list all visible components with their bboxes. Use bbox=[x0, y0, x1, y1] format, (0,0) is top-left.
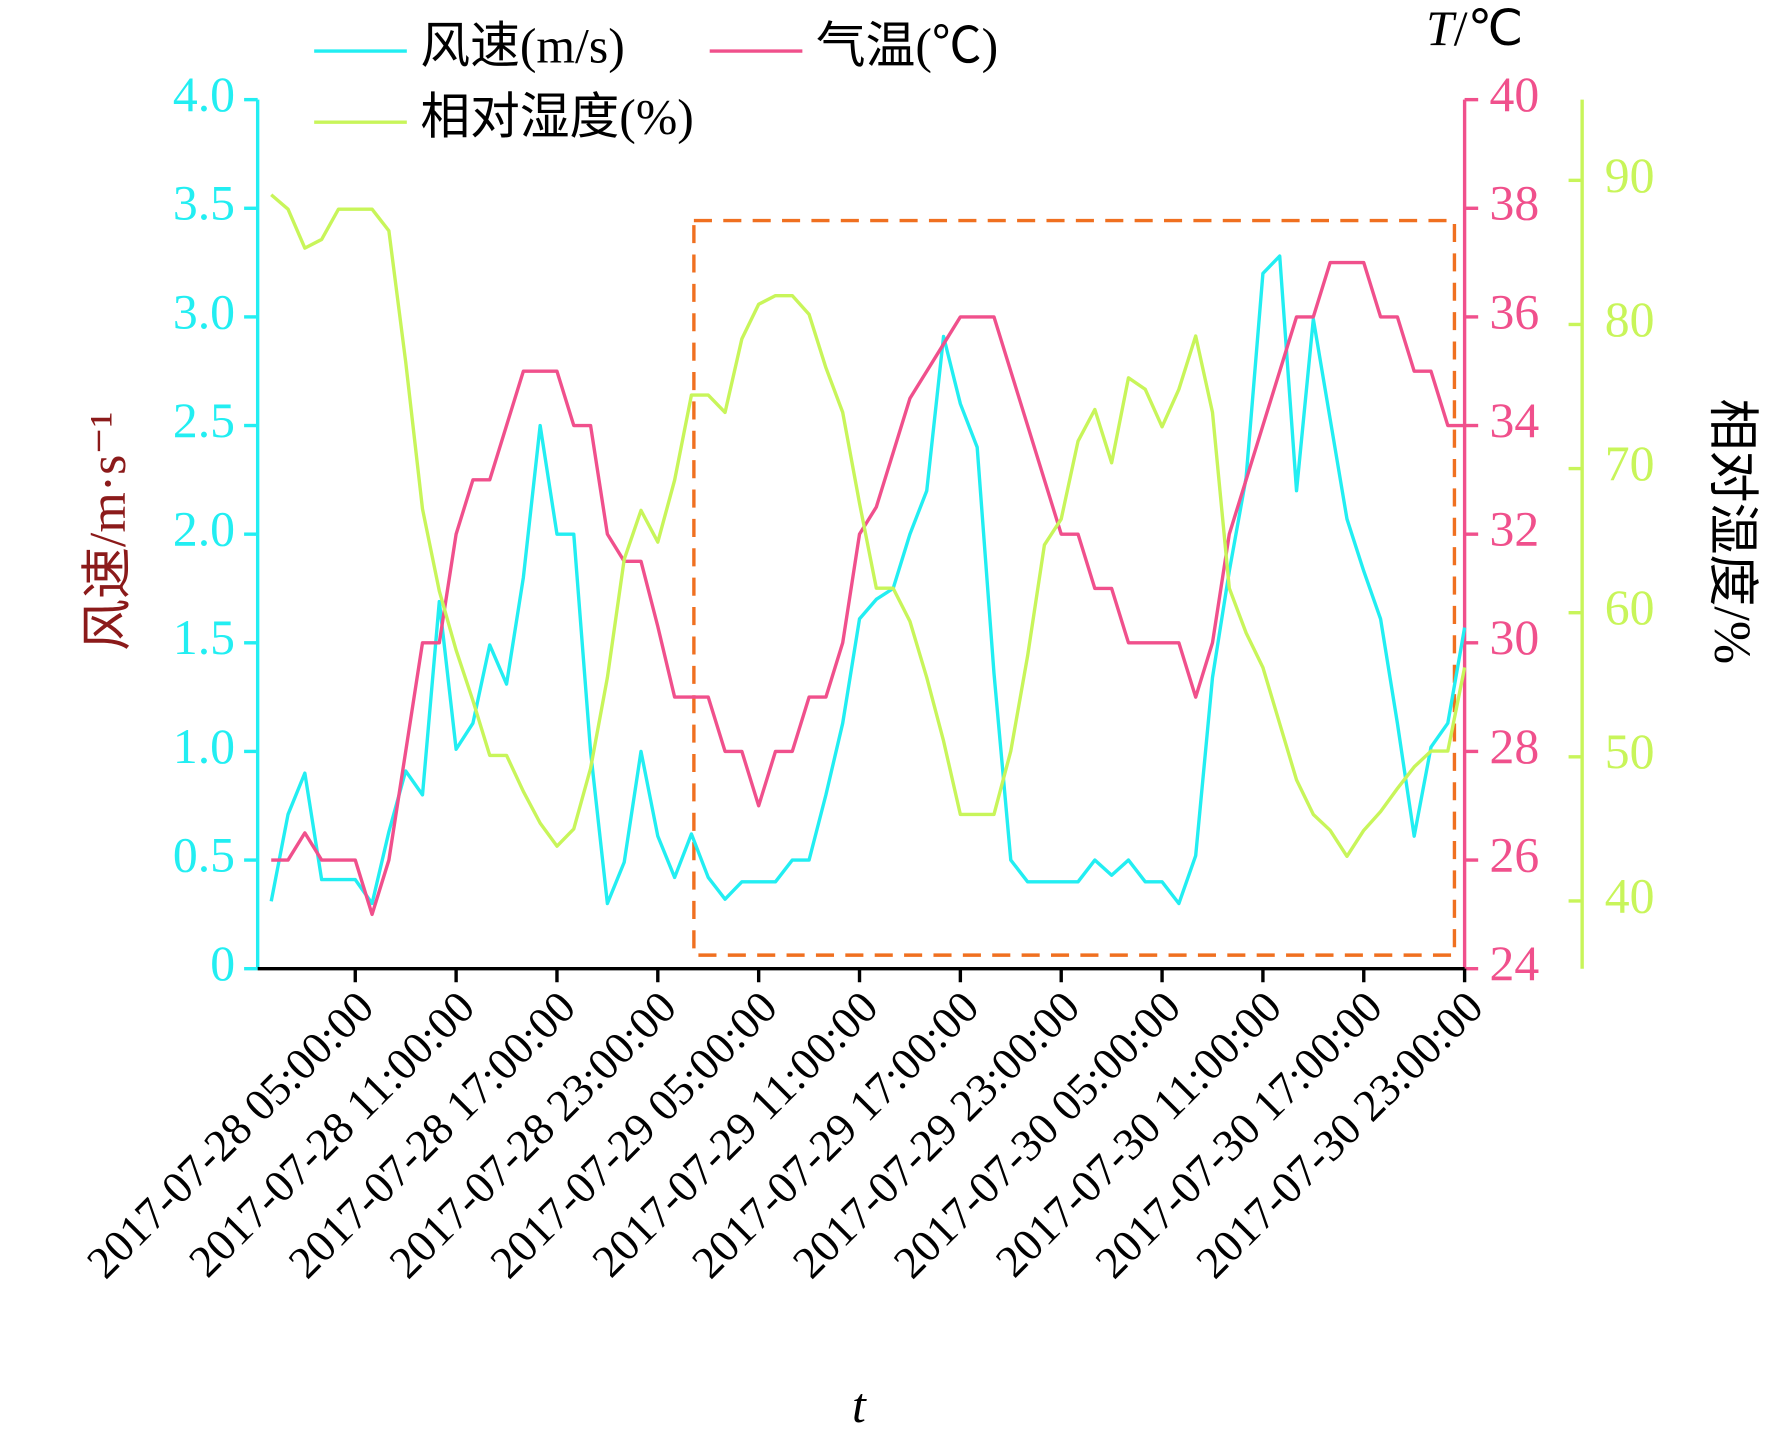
x-axis-label: t bbox=[852, 1378, 867, 1433]
y2-tick-label: 40 bbox=[1489, 67, 1539, 122]
y3-tick-label: 80 bbox=[1605, 292, 1655, 347]
y2-tick-label: 36 bbox=[1489, 284, 1539, 339]
y-tick-label: 0.5 bbox=[173, 827, 235, 882]
y3-tick-label: 50 bbox=[1605, 724, 1655, 779]
series-line bbox=[271, 260, 1465, 917]
y-tick-label: 1.0 bbox=[173, 719, 235, 774]
y3-tick-label: 60 bbox=[1605, 580, 1655, 635]
y-tick-label: 2.0 bbox=[173, 502, 235, 557]
y-tick-label: 0 bbox=[210, 936, 235, 991]
y2-tick-label: 30 bbox=[1489, 610, 1539, 665]
legend-label: 相对湿度(%) bbox=[420, 90, 693, 145]
y3-tick-label: 40 bbox=[1605, 868, 1655, 923]
y-tick-label: 3.0 bbox=[173, 284, 235, 339]
series-line bbox=[269, 254, 1467, 906]
y-axis-label: 风速/m·s⁻¹ bbox=[80, 412, 137, 651]
y3-tick-label: 90 bbox=[1605, 148, 1655, 203]
y-tick-label: 4.0 bbox=[173, 67, 235, 122]
y2-tick-label: 26 bbox=[1489, 827, 1539, 882]
y-tick-label: 1.5 bbox=[173, 610, 235, 665]
y2-tick-label: 32 bbox=[1489, 502, 1539, 557]
y2-tick-label: 24 bbox=[1489, 936, 1539, 991]
highlight-box bbox=[692, 218, 1457, 957]
legend-label: 气温(℃) bbox=[816, 18, 998, 73]
y2-axis-label: T/℃ bbox=[1426, 1, 1523, 56]
series-line bbox=[270, 193, 1467, 858]
y3-axis-label: 相对湿度/% bbox=[1703, 399, 1760, 665]
legend-label: 风速(m/s) bbox=[420, 18, 624, 73]
y-tick-label: 3.5 bbox=[173, 176, 235, 231]
y2-tick-label: 28 bbox=[1489, 719, 1539, 774]
y2-tick-label: 38 bbox=[1489, 176, 1539, 231]
y-tick-label: 2.5 bbox=[173, 393, 235, 448]
y2-tick-label: 34 bbox=[1489, 393, 1539, 448]
y3-tick-label: 70 bbox=[1605, 436, 1655, 491]
